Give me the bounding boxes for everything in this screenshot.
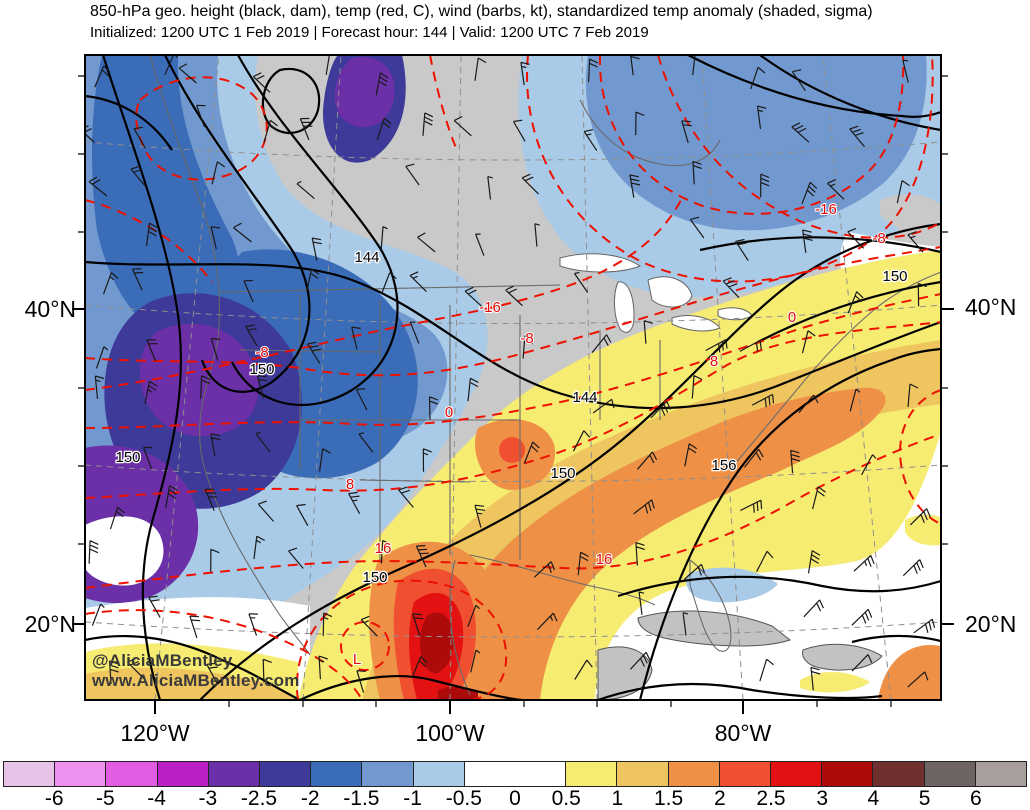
colorbar-segment <box>974 761 1028 787</box>
colorbar-tick: 4 <box>867 787 880 810</box>
colorbar-segment <box>156 761 209 787</box>
lat-label-right-20n: 20°N <box>965 611 1017 637</box>
colorbar-tick: 1.5 <box>653 787 684 810</box>
temp-contours <box>85 55 941 700</box>
colorbar-tick: -3 <box>198 787 218 810</box>
lon-label-80w: 80°W <box>714 720 772 746</box>
page-subtitle: Initialized: 1200 UTC 1 Feb 2019 | Forec… <box>90 24 649 41</box>
temp-label: -16 <box>815 201 837 218</box>
latlon-graticule <box>85 55 941 700</box>
temp-label: 8 <box>710 353 718 370</box>
temp-label: -8 <box>255 344 268 361</box>
temp-label: -8 <box>520 330 533 347</box>
colorbar-segment <box>821 761 874 787</box>
colorbar-segment <box>207 761 261 787</box>
colorbar-tick: 0.5 <box>551 787 581 810</box>
colorbar-segment <box>616 761 669 787</box>
colorbar-tick: -4 <box>147 787 166 810</box>
temp-label: -8 <box>872 230 885 247</box>
temp-label: 16 <box>375 540 392 557</box>
axis-ticks <box>72 75 954 714</box>
colorbar-tick: -5 <box>96 787 115 810</box>
lon-label-100w: 100°W <box>415 720 485 746</box>
temp-label: 0 <box>445 404 453 421</box>
colorbar-segment <box>463 761 567 787</box>
height-contours <box>85 55 941 700</box>
height-label: 144 <box>354 249 379 266</box>
colorbar-segment <box>105 761 158 787</box>
watermark-url: www.AliciaMBentley.com <box>92 671 300 690</box>
colorbar-tick: -6 <box>44 787 64 810</box>
height-label: 156 <box>711 457 736 474</box>
colorbar-tick: -1 <box>403 787 422 810</box>
colorbar <box>3 761 1028 787</box>
low-marker: L <box>353 651 361 668</box>
temp-label: 0 <box>788 309 796 326</box>
height-label: 150 <box>550 465 575 482</box>
lat-label-right-40n: 40°N <box>965 294 1017 320</box>
colorbar-tick: 5 <box>918 787 931 810</box>
lat-label-left-40n: 40°N <box>24 296 76 322</box>
contour-labels: 144 150 150 144 150 150 156 150 -16 -8 -… <box>114 200 909 669</box>
lon-label-120w: 120°W <box>120 720 190 746</box>
colorbar-tick: 2 <box>713 787 726 810</box>
height-label: 150 <box>115 449 140 466</box>
colorbar-tick: 6 <box>969 787 982 810</box>
colorbar-segment <box>718 761 772 787</box>
temp-label: 16 <box>596 551 613 568</box>
map-canvas: 144 150 150 144 150 150 156 150 -16 -8 -… <box>72 54 954 714</box>
colorbar-tick: -1.5 <box>343 787 380 810</box>
colorbar-segment <box>923 761 976 787</box>
colorbar-segment <box>310 761 363 787</box>
colorbar-tick: -2.5 <box>240 787 278 810</box>
temp-label: -16 <box>479 299 501 316</box>
height-label: 150 <box>249 361 274 378</box>
colorbar-segment <box>259 761 312 787</box>
colorbar-tick: 0 <box>509 787 521 810</box>
height-label: 150 <box>882 268 907 285</box>
lat-label-left-20n: 20°N <box>24 611 76 637</box>
colorbar-segment <box>770 761 823 787</box>
colorbar-tick: 3 <box>816 787 829 810</box>
watermark: @AliciaMBentley www.AliciaMBentley.com <box>92 651 300 691</box>
map-frame <box>84 54 942 701</box>
page-title: 850-hPa geo. height (black, dam), temp (… <box>90 3 873 20</box>
temp-label: 8 <box>346 476 354 493</box>
wind-barb-glyphs <box>85 55 936 693</box>
colorbar-segment <box>565 761 618 787</box>
colorbar-segment <box>872 761 925 787</box>
colorbar-segment <box>54 761 107 787</box>
height-label: 150 <box>362 569 387 586</box>
watermark-handle: @AliciaMBentley <box>92 651 233 670</box>
wind-barbs <box>85 55 936 693</box>
colorbar-tick: -0.5 <box>445 787 482 810</box>
colorbar-tick: 2.5 <box>756 787 786 810</box>
colorbar-tick: 1 <box>611 787 624 810</box>
colorbar-segment <box>361 761 414 787</box>
height-label: 144 <box>572 389 597 406</box>
colorbar-segment <box>412 761 465 787</box>
colorbar-segment <box>3 761 56 787</box>
colorbar-segment <box>667 761 720 787</box>
colorbar-tick: -2 <box>300 787 320 810</box>
